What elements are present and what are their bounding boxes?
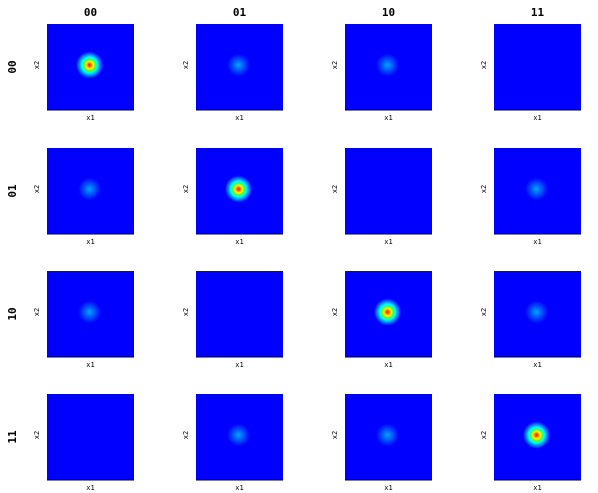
density-blob	[226, 299, 251, 325]
x-axis-label: x1	[86, 238, 94, 246]
column-titles: 00 01 10 11	[84, 6, 545, 19]
y-axis-label: x2	[331, 308, 339, 316]
density-blob	[371, 296, 404, 328]
x-axis-label: x1	[86, 484, 94, 492]
density-blob	[375, 176, 400, 202]
y-axis-label: x2	[33, 61, 41, 69]
panel-00-00: x1 x2	[33, 24, 134, 122]
x-axis-label: x1	[235, 238, 243, 246]
column-title-01: 01	[233, 6, 247, 19]
column-title-11: 11	[531, 6, 545, 19]
x-axis-label: x1	[235, 361, 243, 369]
panel-00-01: x1 x2	[182, 24, 283, 122]
density-blob	[374, 421, 401, 449]
density-blob	[225, 421, 252, 449]
panel-00-10: x1 x2	[331, 24, 432, 122]
density-blob	[523, 175, 550, 203]
x-axis-label: x1	[384, 114, 392, 122]
row-title-10: 10	[6, 307, 19, 320]
x-axis-label: x1	[86, 114, 94, 122]
y-axis-label: x2	[480, 185, 488, 193]
column-title-10: 10	[382, 6, 395, 19]
panel-01-01: x1 x2	[182, 148, 283, 246]
y-axis-label: x2	[33, 308, 41, 316]
density-blob	[524, 52, 549, 78]
x-axis-label: x1	[533, 238, 541, 246]
x-axis-label: x1	[384, 361, 392, 369]
x-axis-label: x1	[384, 484, 392, 492]
x-axis-label: x1	[533, 484, 541, 492]
density-blob	[76, 298, 103, 326]
x-axis-label: x1	[86, 361, 94, 369]
panel-01-00: x1 x2	[33, 148, 134, 246]
panel-00-11: x1 x2	[480, 24, 581, 122]
x-axis-label: x1	[384, 238, 392, 246]
density-blob	[77, 422, 102, 448]
y-axis-label: x2	[480, 308, 488, 316]
y-axis-label: x2	[182, 431, 190, 439]
x-axis-label: x1	[533, 361, 541, 369]
y-axis-label: x2	[331, 185, 339, 193]
column-title-00: 00	[84, 6, 97, 19]
row-title-01: 01	[6, 184, 19, 198]
density-blob	[73, 49, 106, 81]
panel-10-10: x1 x2	[331, 271, 432, 369]
density-blob	[222, 173, 255, 205]
panel-10-01: x1 x2	[182, 271, 283, 369]
density-blob	[374, 51, 401, 79]
panel-11-00: x1 x2	[33, 394, 134, 492]
y-axis-label: x2	[331, 431, 339, 439]
y-axis-label: x2	[33, 431, 41, 439]
panel-01-10: x1 x2	[331, 148, 432, 246]
row-title-00: 00	[6, 60, 19, 73]
density-blob	[76, 175, 103, 203]
y-axis-label: x2	[331, 61, 339, 69]
y-axis-label: x2	[182, 185, 190, 193]
x-axis-label: x1	[235, 484, 243, 492]
x-axis-label: x1	[533, 114, 541, 122]
panel-11-11: x1 x2	[480, 394, 581, 492]
y-axis-label: x2	[182, 308, 190, 316]
y-axis-label: x2	[480, 61, 488, 69]
y-axis-label: x2	[33, 185, 41, 193]
panel-10-00: x1 x2	[33, 271, 134, 369]
y-axis-label: x2	[182, 61, 190, 69]
panel-11-01: x1 x2	[182, 394, 283, 492]
x-axis-label: x1	[235, 114, 243, 122]
y-axis-label: x2	[480, 431, 488, 439]
row-title-11: 11	[6, 430, 19, 444]
panel-10-11: x1 x2	[480, 271, 581, 369]
panel-11-10: x1 x2	[331, 394, 432, 492]
panel-01-11: x1 x2	[480, 148, 581, 246]
row-titles: 00 01 10 11	[6, 60, 19, 443]
density-blob	[520, 419, 553, 451]
density-blob	[225, 51, 252, 79]
panels: x1 x2 x1 x2 x1 x2 x1 x2 x1 x2 x1 x2 x1 x2 x1 x2 x1 x2 x1 x2…	[33, 24, 581, 492]
density-blob	[523, 298, 550, 326]
